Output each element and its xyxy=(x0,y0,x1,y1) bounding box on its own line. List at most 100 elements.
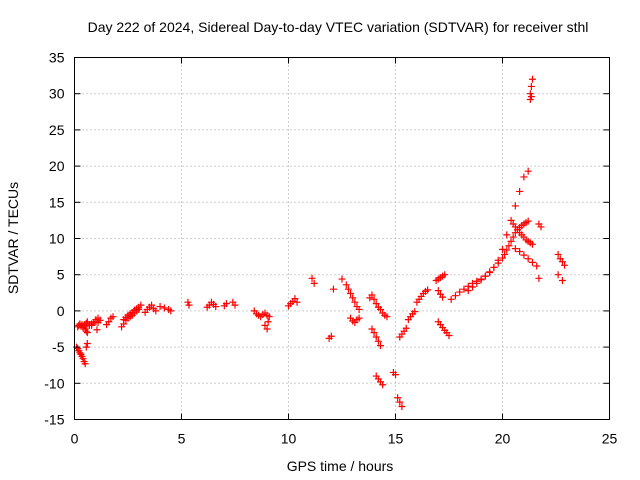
x-tick-label: 5 xyxy=(178,431,186,447)
data-point xyxy=(109,313,117,321)
data-point xyxy=(481,272,489,280)
data-point xyxy=(509,233,517,241)
data-point xyxy=(347,290,355,298)
data-point xyxy=(499,254,506,262)
y-tick-label: 35 xyxy=(49,50,65,66)
data-point xyxy=(160,304,168,312)
y-tick-label: 0 xyxy=(57,303,65,319)
data-point xyxy=(368,325,376,333)
data-point xyxy=(372,333,380,341)
y-tick-label: -15 xyxy=(44,412,64,428)
data-point xyxy=(344,285,352,293)
data-point xyxy=(377,305,385,313)
data-point xyxy=(441,271,449,279)
data-point xyxy=(460,285,468,293)
axis-ticks xyxy=(74,57,610,420)
data-point xyxy=(505,242,513,250)
data-point xyxy=(424,286,432,294)
data-point xyxy=(342,281,350,289)
x-tick-labels: 0 5 10 15 20 25 xyxy=(71,431,618,447)
data-point xyxy=(94,314,102,322)
data-point xyxy=(377,342,385,350)
data-point xyxy=(370,329,378,337)
data-point xyxy=(264,318,272,326)
data-point xyxy=(308,274,316,282)
scatter-points xyxy=(73,75,569,410)
data-point xyxy=(156,303,164,311)
data-point xyxy=(528,258,536,266)
data-point xyxy=(533,262,541,270)
data-point xyxy=(511,202,519,210)
data-point xyxy=(558,258,566,266)
data-point xyxy=(338,275,346,283)
data-point xyxy=(349,294,357,302)
data-point xyxy=(439,293,447,301)
data-point xyxy=(93,326,101,334)
y-tick-label: 25 xyxy=(49,122,65,138)
data-point xyxy=(511,245,519,253)
y-tick-labels: -15 -10 -5 0 5 10 15 20 25 30 35 xyxy=(44,50,64,428)
data-point xyxy=(558,276,566,284)
data-point xyxy=(83,329,91,337)
data-point xyxy=(490,263,498,271)
data-point xyxy=(434,287,442,295)
data-point xyxy=(524,217,532,225)
data-point xyxy=(152,307,160,315)
data-point xyxy=(82,343,90,351)
data-point xyxy=(212,303,220,311)
data-point xyxy=(293,298,301,306)
data-point xyxy=(329,285,337,293)
data-point xyxy=(520,251,528,259)
data-point xyxy=(370,295,378,303)
data-point xyxy=(516,248,524,256)
data-point xyxy=(554,271,562,279)
data-point xyxy=(411,308,419,316)
data-point xyxy=(394,394,402,402)
data-point xyxy=(392,371,399,379)
data-point xyxy=(524,167,532,175)
data-point xyxy=(167,307,175,315)
y-tick-label: 10 xyxy=(49,231,65,247)
y-tick-label: 20 xyxy=(49,158,65,174)
x-tick-label: 20 xyxy=(495,431,511,447)
data-point xyxy=(396,398,404,406)
data-point xyxy=(383,313,391,321)
data-point xyxy=(528,240,536,248)
y-tick-label: 30 xyxy=(49,86,65,102)
data-point xyxy=(527,93,535,101)
data-point xyxy=(355,305,363,313)
grid xyxy=(74,57,610,420)
data-point xyxy=(554,250,562,258)
data-point xyxy=(148,301,156,309)
data-point xyxy=(456,288,464,296)
data-point xyxy=(398,402,406,410)
data-point xyxy=(445,332,453,340)
data-point xyxy=(464,287,472,295)
data-point xyxy=(499,245,506,253)
data-point xyxy=(83,318,91,326)
data-point xyxy=(535,274,543,282)
data-point xyxy=(372,300,380,308)
data-point xyxy=(265,313,273,321)
x-tick-label: 25 xyxy=(602,431,618,447)
data-point xyxy=(469,283,477,291)
data-point xyxy=(473,279,481,287)
y-tick-label: 5 xyxy=(57,267,65,283)
data-point xyxy=(82,319,90,327)
data-point xyxy=(222,300,230,308)
data-point xyxy=(327,332,335,340)
data-point xyxy=(451,292,459,300)
data-point xyxy=(494,259,502,267)
data-point xyxy=(82,327,90,335)
data-point xyxy=(368,291,376,299)
data-point xyxy=(291,295,299,303)
data-point xyxy=(374,337,382,345)
data-point xyxy=(105,318,113,326)
data-point xyxy=(561,261,569,269)
chart-title: Day 222 of 2024, Sidereal Day-to-day VTE… xyxy=(88,19,589,35)
data-point xyxy=(137,301,145,309)
data-point xyxy=(503,246,511,254)
data-point xyxy=(83,339,91,347)
data-point xyxy=(520,173,528,181)
